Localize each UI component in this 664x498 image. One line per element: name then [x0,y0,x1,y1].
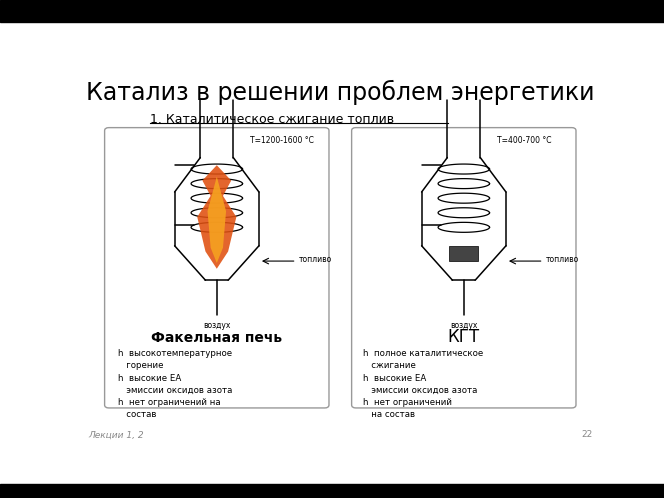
FancyBboxPatch shape [105,127,329,408]
Text: топливо: топливо [299,254,333,263]
Text: T=1200-1600 °C: T=1200-1600 °C [250,136,314,145]
Polygon shape [208,177,226,263]
Polygon shape [197,165,236,269]
Text: Лекции 1, 2: Лекции 1, 2 [88,430,144,439]
Text: Факельная печь: Факельная печь [151,331,282,345]
Text: воздух: воздух [203,321,230,330]
Text: топливо: топливо [546,254,580,263]
Text: 1. Каталитическое сжигание топлив: 1. Каталитическое сжигание топлив [150,113,394,125]
Text: воздух: воздух [450,321,477,330]
Text: Катализ в решении проблем энергетики: Катализ в решении проблем энергетики [86,80,594,105]
Text: h  полное каталитическое
   сжигание
h  высокие ЕА
   эмиссии оксидов азота
h  н: h полное каталитическое сжигание h высок… [363,349,483,419]
Text: T=400-700 °C: T=400-700 °C [497,136,552,145]
Text: h  высокотемпературное
   горение
h  высокие ЕА
   эмиссии оксидов азота
h  нет : h высокотемпературное горение h высокие … [118,349,232,419]
Text: 22: 22 [581,430,592,439]
FancyBboxPatch shape [352,127,576,408]
Text: КГТ: КГТ [448,328,480,346]
Bar [450,246,478,261]
